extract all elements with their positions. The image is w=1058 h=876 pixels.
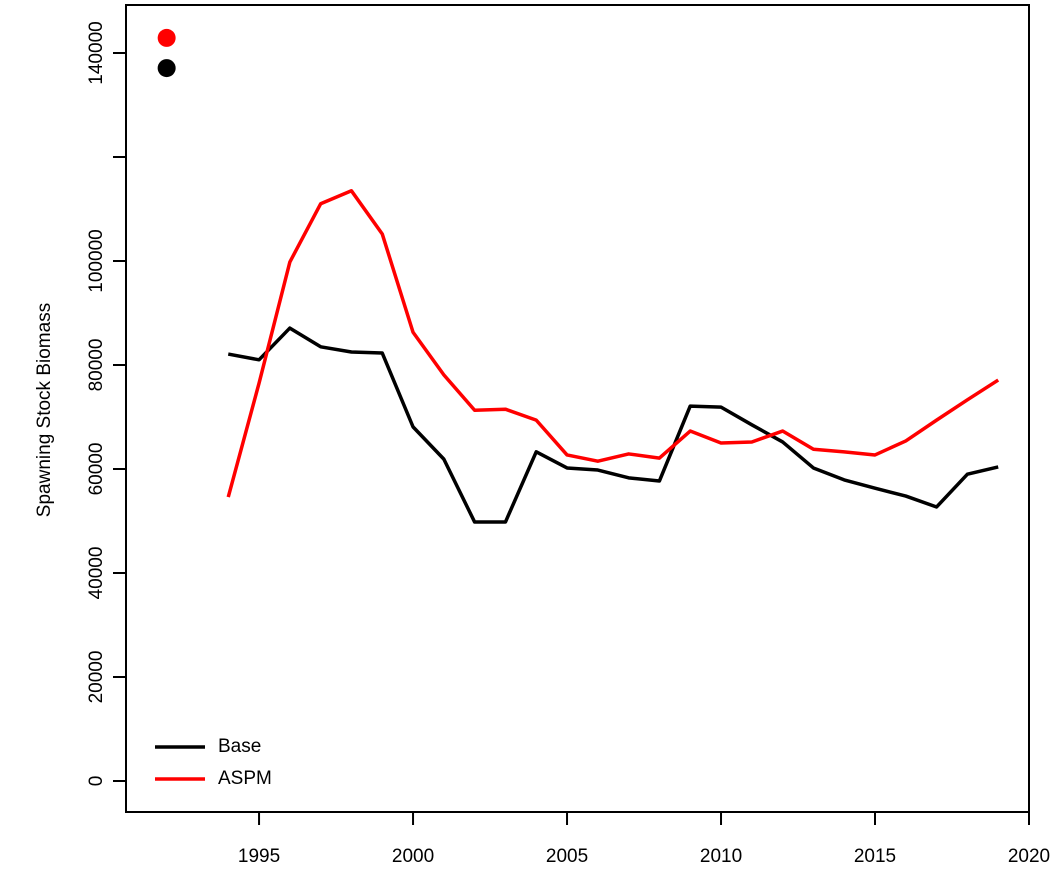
y-tick-label: 0 bbox=[86, 776, 107, 787]
x-tick-label: 2010 bbox=[700, 846, 742, 867]
y-tick-label: 60000 bbox=[86, 443, 107, 496]
legend-label: Base bbox=[218, 736, 261, 757]
y-tick-label: 80000 bbox=[86, 339, 107, 392]
x-tick-label: 2020 bbox=[1008, 846, 1050, 867]
y-tick-label: 100000 bbox=[86, 229, 107, 292]
y-tick-label: 40000 bbox=[86, 547, 107, 600]
series-point bbox=[157, 28, 176, 47]
x-tick-label: 2000 bbox=[392, 846, 434, 867]
y-axis-label: Spawning Stock Biomass bbox=[34, 303, 55, 517]
x-tick-label: 1995 bbox=[238, 846, 280, 867]
y-tick-label: 20000 bbox=[86, 651, 107, 704]
legend-label: ASPM bbox=[218, 768, 272, 789]
x-tick-label: 2005 bbox=[546, 846, 588, 867]
series-line bbox=[227, 326, 999, 524]
plot-frame bbox=[125, 4, 1030, 813]
x-tick-label: 2015 bbox=[854, 846, 896, 867]
y-tick-label: 140000 bbox=[86, 21, 107, 84]
series-line bbox=[226, 189, 1000, 498]
series-point bbox=[157, 59, 176, 78]
